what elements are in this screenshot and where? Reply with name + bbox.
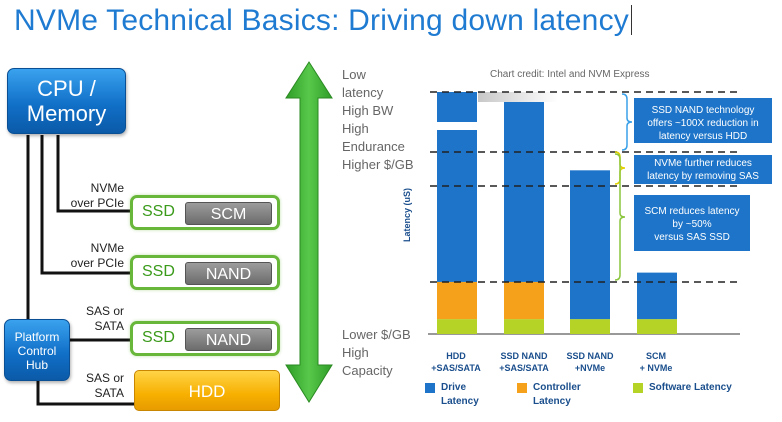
annotation-nvme: NVMe further reduces latency by removing…: [633, 154, 773, 185]
legend-line: Latency: [441, 396, 479, 407]
sas-ssd-link-line2: SATA: [94, 319, 124, 333]
cpu-to-nand-line: [40, 135, 132, 275]
cpu-label: CPU /: [37, 76, 96, 101]
ssd-nand-nvme-device: SSD NAND: [130, 255, 280, 290]
bar-software-latency: [504, 319, 544, 334]
bar-software-latency: [637, 319, 677, 334]
y-axis-label: Latency (uS): [402, 188, 412, 243]
annotation-line: latency versus HDD: [658, 131, 748, 142]
cpu-memory-box: CPU / Memory: [7, 68, 126, 134]
x-tick-line: SSD NAND: [566, 351, 614, 361]
arrow-bottom-text: Lower $/GB High Capacity: [342, 326, 411, 380]
hdd-link-line1: SAS or: [85, 371, 124, 385]
bar-drive-latency: [570, 170, 610, 320]
cpu-to-scm-line: [56, 135, 132, 213]
bar-drive-latency: [504, 92, 544, 282]
x-tick-label: HDD +SAS/SATA: [421, 350, 491, 374]
annotation-line: versus SAS SSD: [654, 232, 730, 243]
pch-to-hdd-line: [36, 381, 136, 406]
scm-media: SCM: [185, 202, 272, 225]
text-cursor: [630, 5, 632, 35]
legend-controller-latency: Controller Latency: [533, 381, 581, 409]
brace-scm: [614, 153, 626, 281]
legend-line: Software Latency: [649, 382, 732, 393]
ssd-nand-sas-device: SSD NAND: [130, 321, 280, 356]
x-tick-label: SSD NAND +NVMe: [555, 350, 625, 374]
sas-ssd-link-label: SAS or SATA: [62, 304, 124, 334]
x-tick-label: SSD NAND +SAS/SATA: [489, 350, 559, 374]
scm-link-label: NVMe over PCIe: [62, 181, 124, 211]
pch-line1: Platform: [14, 330, 60, 344]
hdd-link-line2: SATA: [94, 386, 124, 400]
legend-software-latency: Software Latency: [649, 381, 732, 395]
top-text-line: Low: [342, 67, 366, 82]
bar-drive-latency: [637, 272, 677, 320]
bar-software-latency: [570, 319, 610, 334]
sas-ssd-link-line1: SAS or: [85, 304, 124, 318]
bar-controller-latency: [437, 281, 477, 320]
bar-drive-latency: [437, 92, 477, 282]
annotation-scm: SCM reduces latency by ~50% versus SAS S…: [633, 194, 751, 252]
annotation-line: latency by removing SAS: [647, 171, 759, 182]
x-tick-line: +NVMe: [574, 363, 606, 373]
memory-label: Memory: [26, 101, 107, 126]
top-text-line: High BW: [342, 103, 394, 118]
nand-media: NAND: [185, 262, 272, 285]
slide-title: NVMe Technical Basics: Driving down late…: [14, 4, 632, 38]
double-arrow-icon: [285, 61, 333, 403]
pch-line3: Hub: [25, 358, 48, 372]
annotation-line: SCM reduces latency: [644, 206, 740, 217]
chart-credit: Chart credit: Intel and NVM Express: [490, 69, 650, 80]
pch-line2: Control: [17, 344, 57, 358]
legend-drive-latency: Drive Latency: [441, 381, 479, 409]
x-tick-line: HDD: [446, 351, 466, 361]
nand-link-line1: NVMe: [90, 241, 124, 255]
bottom-text-line: Capacity: [342, 363, 393, 378]
legend-swatch-drive: [425, 383, 435, 393]
hdd-link-label: SAS or SATA: [62, 371, 124, 401]
arrow-top-text: Low latency High BW High Endurance Highe…: [342, 66, 414, 174]
ssd-label: SSD: [142, 329, 175, 346]
top-text-line: Endurance: [342, 139, 405, 154]
platform-control-hub-box: Platform Control Hub: [4, 319, 70, 381]
brace-hdd-ssd: [621, 93, 633, 151]
annotation-line: SSD NAND technology: [651, 105, 755, 116]
bar-software-latency: [437, 319, 477, 334]
top-text-line: Higher $/GB: [342, 157, 414, 172]
bottom-text-line: High: [342, 345, 369, 360]
x-tick-line: +SAS/SATA: [431, 363, 481, 373]
bar-fade: [478, 92, 558, 102]
latency-chart: [428, 91, 740, 335]
annotation-line: offers ~100X reduction in: [647, 118, 759, 129]
nand-link-line2: over PCIe: [70, 256, 124, 270]
top-text-line: latency: [342, 85, 384, 100]
top-text-line: High: [342, 121, 369, 136]
x-tick-label: SCM + NVMe: [621, 350, 691, 374]
ssd-label: SSD: [142, 263, 175, 280]
nand-media: NAND: [185, 328, 272, 351]
x-tick-line: + NVMe: [639, 363, 673, 373]
bar-controller-latency: [504, 281, 544, 320]
legend-line: Controller: [533, 382, 581, 393]
legend-swatch-controller: [517, 383, 527, 393]
x-tick-line: SCM: [646, 351, 666, 361]
annotation-line: by ~50%: [672, 219, 712, 230]
x-tick-line: +SAS/SATA: [499, 363, 549, 373]
annotation-line: NVMe further reduces: [654, 158, 752, 169]
axis-break: [435, 122, 479, 130]
annotation-hdd-vs-ssd: SSD NAND technology offers ~100X reducti…: [633, 97, 773, 144]
scm-link-line2: over PCIe: [70, 196, 124, 210]
ssd-scm-device: SSD SCM: [130, 195, 280, 230]
legend-line: Drive: [441, 382, 467, 393]
x-tick-line: SSD NAND: [500, 351, 548, 361]
bottom-text-line: Lower $/GB: [342, 327, 411, 342]
hdd-device: HDD: [134, 370, 280, 411]
ssd-label: SSD: [142, 203, 175, 220]
nand-link-label: NVMe over PCIe: [52, 241, 124, 271]
legend-line: Latency: [533, 396, 571, 407]
scm-link-line1: NVMe: [90, 181, 124, 195]
legend-swatch-software: [633, 383, 643, 393]
